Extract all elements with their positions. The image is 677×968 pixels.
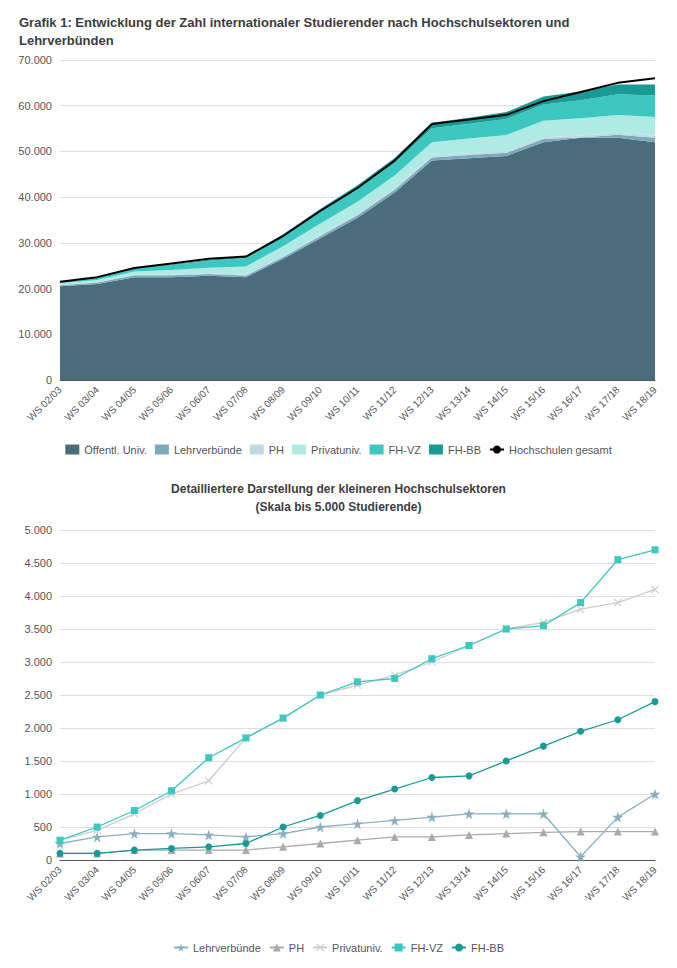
svg-text:20.000: 20.000 <box>18 283 52 295</box>
svg-text:WS 16/17: WS 16/17 <box>546 864 585 903</box>
svg-text:WS 18/19: WS 18/19 <box>620 864 659 903</box>
svg-text:WS 13/14: WS 13/14 <box>434 864 473 903</box>
svg-text:FH-BB: FH-BB <box>471 942 504 954</box>
svg-text:FH-VZ: FH-VZ <box>411 942 444 954</box>
svg-text:PH: PH <box>289 942 304 954</box>
svg-text:WS 14/15: WS 14/15 <box>471 384 510 423</box>
svg-text:WS 13/14: WS 13/14 <box>434 384 473 423</box>
svg-text:2.500: 2.500 <box>24 689 52 701</box>
svg-text:WS 10/11: WS 10/11 <box>323 864 362 903</box>
svg-text:40.000: 40.000 <box>18 191 52 203</box>
svg-text:WS 02/03: WS 02/03 <box>25 864 64 903</box>
svg-text:Grafik 1: Entwicklung der Zahl: Grafik 1: Entwicklung der Zahl internati… <box>19 15 573 30</box>
svg-text:WS 09/10: WS 09/10 <box>285 864 324 903</box>
svg-text:50.000: 50.000 <box>18 145 52 157</box>
svg-text:10.000: 10.000 <box>18 328 52 340</box>
svg-text:1.500: 1.500 <box>24 755 52 767</box>
svg-text:WS 07/08: WS 07/08 <box>211 864 250 903</box>
svg-text:PH: PH <box>269 444 284 456</box>
svg-text:30.000: 30.000 <box>18 237 52 249</box>
svg-text:70.000: 70.000 <box>18 54 52 66</box>
svg-text:Lehrverbünden: Lehrverbünden <box>19 33 114 48</box>
svg-text:WS 17/18: WS 17/18 <box>583 864 622 903</box>
svg-text:WS 11/12: WS 11/12 <box>360 864 399 903</box>
svg-text:WS 15/16: WS 15/16 <box>509 864 548 903</box>
svg-text:500: 500 <box>34 821 52 833</box>
svg-text:WS 07/08: WS 07/08 <box>211 384 250 423</box>
svg-text:Lehrverbünde: Lehrverbünde <box>174 444 242 456</box>
svg-text:4.500: 4.500 <box>24 557 52 569</box>
svg-text:WS 11/12: WS 11/12 <box>360 384 399 423</box>
svg-text:Hochschulen gesamt: Hochschulen gesamt <box>509 444 612 456</box>
svg-text:Privatuniv.: Privatuniv. <box>311 444 362 456</box>
svg-text:WS 16/17: WS 16/17 <box>546 384 585 423</box>
svg-text:FH-VZ: FH-VZ <box>389 444 422 456</box>
svg-text:WS 05/06: WS 05/06 <box>137 384 176 423</box>
svg-text:WS 18/19: WS 18/19 <box>620 384 659 423</box>
svg-text:Privatuniv.: Privatuniv. <box>332 942 383 954</box>
svg-text:2.000: 2.000 <box>24 722 52 734</box>
svg-text:WS 03/04: WS 03/04 <box>62 384 101 423</box>
svg-text:WS 12/13: WS 12/13 <box>397 864 436 903</box>
svg-text:FH-BB: FH-BB <box>448 444 481 456</box>
svg-text:4.000: 4.000 <box>24 590 52 602</box>
svg-text:WS 12/13: WS 12/13 <box>397 384 436 423</box>
svg-text:(Skala bis 5.000 Studierende): (Skala bis 5.000 Studierende) <box>255 500 421 514</box>
svg-text:WS 02/03: WS 02/03 <box>25 384 64 423</box>
svg-text:5.000: 5.000 <box>24 524 52 536</box>
svg-text:0: 0 <box>46 374 52 386</box>
svg-text:Öffentl. Univ.: Öffentl. Univ. <box>84 444 147 456</box>
svg-text:WS 17/18: WS 17/18 <box>583 384 622 423</box>
svg-text:WS 10/11: WS 10/11 <box>323 384 362 423</box>
svg-text:WS 04/05: WS 04/05 <box>99 384 138 423</box>
svg-text:1.000: 1.000 <box>24 788 52 800</box>
svg-text:Lehrverbünde: Lehrverbünde <box>193 942 261 954</box>
svg-text:3.000: 3.000 <box>24 656 52 668</box>
svg-text:Detailliertere Darstellung der: Detailliertere Darstellung der kleineren… <box>171 482 506 496</box>
svg-text:3.500: 3.500 <box>24 623 52 635</box>
svg-text:WS 04/05: WS 04/05 <box>99 864 138 903</box>
svg-text:WS 03/04: WS 03/04 <box>62 864 101 903</box>
svg-text:WS 05/06: WS 05/06 <box>137 864 176 903</box>
svg-text:0: 0 <box>46 854 52 866</box>
svg-text:WS 14/15: WS 14/15 <box>471 864 510 903</box>
svg-text:WS 09/10: WS 09/10 <box>285 384 324 423</box>
svg-text:60.000: 60.000 <box>18 100 52 112</box>
svg-text:WS 15/16: WS 15/16 <box>509 384 548 423</box>
svg-text:WS 06/07: WS 06/07 <box>174 384 213 423</box>
svg-text:WS 08/09: WS 08/09 <box>248 864 287 903</box>
svg-text:WS 06/07: WS 06/07 <box>174 864 213 903</box>
svg-text:WS 08/09: WS 08/09 <box>248 384 287 423</box>
